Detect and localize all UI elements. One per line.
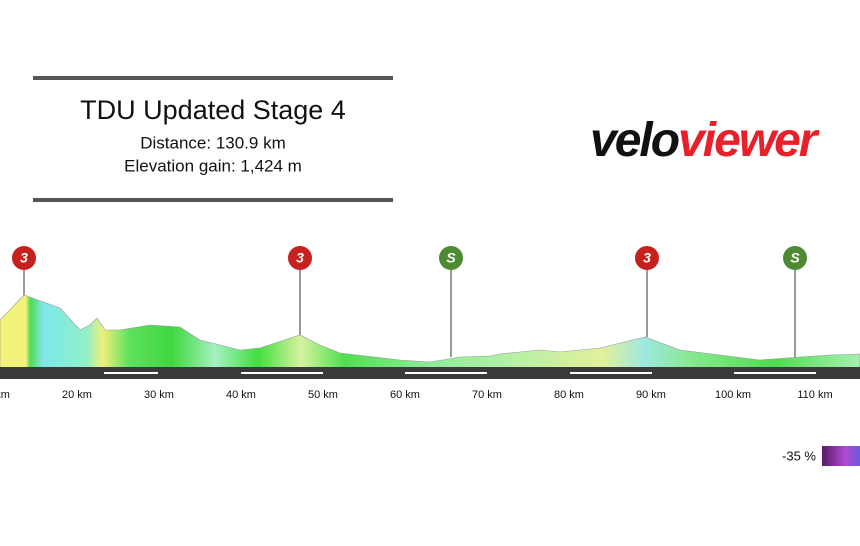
logo-part: viewer [678,114,820,167]
marker [439,246,463,270]
distance-label: 80 km [554,389,584,401]
distance-label: 70 km [472,389,502,401]
distance-label: 60 km [390,389,420,401]
elevation-profile [0,294,860,369]
marker-label: S [790,250,800,266]
distance-label: 30 km [144,389,174,401]
marker-label: 3 [296,250,304,266]
legend-swatch [822,446,860,466]
distance-label: 110 km [797,389,832,401]
distance-label: 10 km [0,389,10,401]
km-dash [570,372,652,374]
km-dash [104,372,158,374]
distance-label: 50 km [308,389,338,401]
elevation-gain: Elevation gain: 1,424 m [124,156,302,175]
legend-label: -35 % [782,448,816,463]
marker-label: 3 [643,250,651,266]
marker [288,246,312,270]
km-dash [734,372,816,374]
marker-label: S [446,250,456,266]
distance-label: 100 km [715,389,751,401]
distance-label: 40 km [226,389,256,401]
distance-label: 90 km [636,389,666,401]
km-dash [241,372,323,374]
logo-part: velo [590,114,679,167]
marker [783,246,807,270]
title: TDU Updated Stage 4 [80,95,346,125]
distance: Distance: 130.9 km [140,133,286,152]
marker [635,246,659,270]
distance-label: 20 km [62,389,92,401]
logo: veloviewer [590,114,820,167]
km-dash [405,372,487,374]
marker [12,246,36,270]
marker-label: 3 [20,250,28,266]
climb-markers: 3 3 S 3 S [12,246,807,357]
km-dashes [104,372,816,374]
